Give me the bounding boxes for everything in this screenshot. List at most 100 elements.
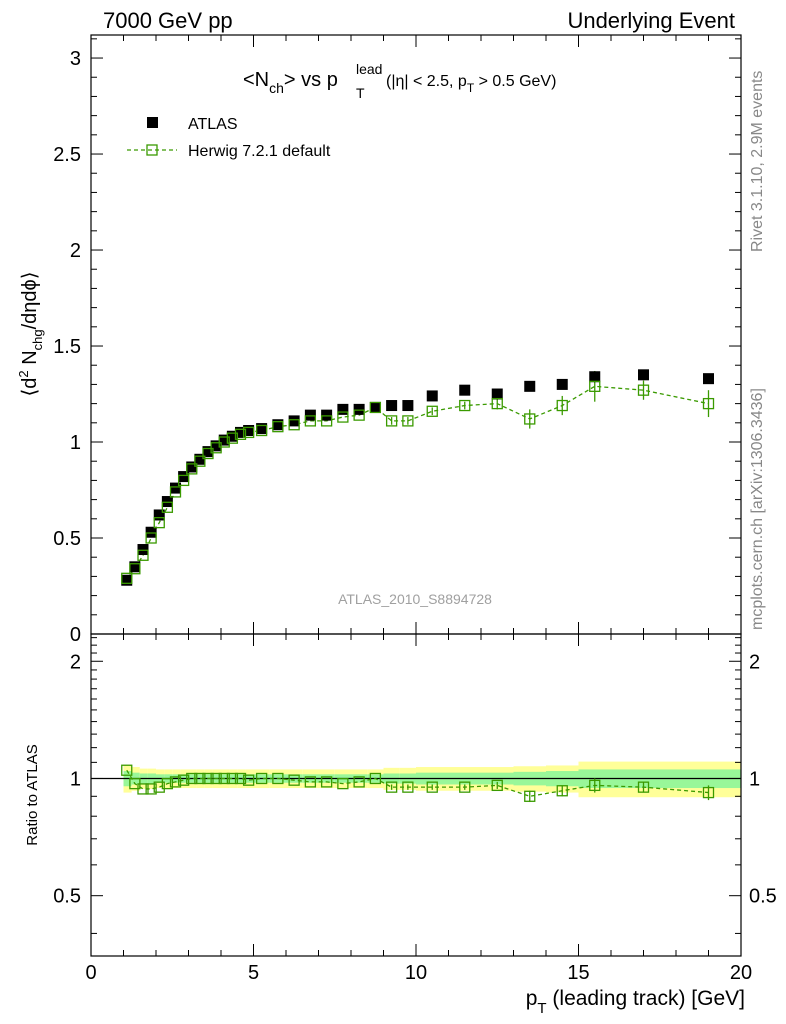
herwig-point bbox=[129, 563, 141, 575]
ratio-herwig-point bbox=[589, 779, 601, 792]
atlas-point bbox=[202, 446, 214, 458]
x-tick-label: 10 bbox=[405, 962, 427, 984]
atlas-point bbox=[556, 378, 568, 390]
herwig-point bbox=[702, 397, 715, 410]
herwig-point bbox=[491, 397, 503, 410]
x-axis-label: pT (leading track) [GeV] bbox=[526, 987, 745, 1017]
atlas-point bbox=[288, 415, 300, 427]
atlas-point bbox=[337, 403, 349, 415]
herwig-point bbox=[186, 463, 198, 475]
ratio-herwig-point bbox=[337, 777, 349, 790]
atlas-point bbox=[524, 380, 536, 392]
herwig-point bbox=[637, 384, 650, 396]
ratio-ylabel: Ratio to ATLAS bbox=[24, 744, 41, 845]
atlas-point bbox=[256, 423, 268, 435]
atlas-point bbox=[121, 574, 133, 586]
herwig-line bbox=[126, 385, 709, 579]
atlas-point bbox=[235, 426, 246, 438]
chart-dynamic: 0 5 10 15 20 0 0.5 1 1.5 2 2.5 3 0.5 0.5 1 1 2 2 bbox=[53, 34, 777, 984]
y-tick-label: 2 bbox=[70, 240, 81, 262]
herwig-point bbox=[153, 516, 165, 529]
ratio-y-tick-label: 2 bbox=[70, 651, 81, 673]
xlabel-b: (leading track) [GeV] bbox=[547, 987, 745, 1010]
herwig-point bbox=[272, 421, 284, 433]
herwig-point bbox=[524, 413, 536, 425]
atlas-point bbox=[186, 461, 198, 473]
atlas-point bbox=[218, 434, 230, 446]
herwig-point bbox=[177, 474, 190, 487]
ratio-herwig-point bbox=[226, 772, 239, 785]
ratio-herwig-point bbox=[153, 781, 165, 793]
atlas-point bbox=[491, 388, 503, 400]
ratio-herwig-point bbox=[242, 774, 255, 786]
ylabel-b: N bbox=[19, 350, 41, 370]
atlas-point bbox=[353, 403, 365, 415]
y-tick-label: 1 bbox=[70, 432, 81, 454]
herwig-point bbox=[218, 436, 230, 448]
xlabel-a: p bbox=[526, 987, 538, 1010]
atlas-point bbox=[638, 369, 649, 381]
x-tick-label: 5 bbox=[248, 962, 259, 984]
atlas-point bbox=[178, 471, 190, 483]
ratio-herwig-point bbox=[234, 772, 247, 785]
atlas-point bbox=[161, 496, 173, 508]
atlas-point bbox=[459, 384, 471, 396]
title-sup-lead: lead bbox=[356, 61, 382, 77]
svg-text:<Nch> vs p: <Nch> vs p bbox=[243, 69, 338, 96]
main-ylabel: ⟨d2 Nchg/dηdϕ⟩ bbox=[16, 271, 45, 396]
atlas-point bbox=[226, 430, 238, 442]
mcplots-label: mcplots.cern.ch [arXiv:1306.3436] bbox=[749, 388, 766, 630]
title-cut-a: (|η| < 2.5, p bbox=[386, 73, 467, 90]
ratio-herwig-point bbox=[402, 781, 414, 793]
y-tick-label: 3 bbox=[70, 48, 81, 70]
title-sub-t: T bbox=[356, 85, 365, 101]
atlas-point bbox=[243, 424, 255, 436]
herwig-point bbox=[369, 401, 382, 414]
title-cut-sub: T bbox=[467, 81, 475, 95]
legend-herwig-marker bbox=[146, 144, 158, 156]
herwig-point bbox=[459, 399, 471, 412]
legend-atlas-marker bbox=[147, 117, 158, 128]
ylabel-a: ⟨d bbox=[19, 378, 41, 397]
xlabel-sub: T bbox=[537, 1000, 546, 1017]
ratio-herwig-point bbox=[556, 785, 568, 797]
x-tick-label: 15 bbox=[567, 962, 589, 984]
ratio-herwig-point bbox=[255, 772, 268, 785]
x-tick-label: 0 bbox=[85, 962, 96, 984]
atlas-point bbox=[703, 373, 714, 385]
herwig-point bbox=[304, 415, 317, 427]
svg-text:(|η| < 2.5, pT > 0.5 GeV): (|η| < 2.5, pT > 0.5 GeV) bbox=[386, 73, 556, 95]
atlas-point bbox=[272, 419, 284, 431]
herwig-point bbox=[255, 424, 268, 437]
ratio-herwig-point bbox=[177, 774, 190, 786]
ratio-herwig-point bbox=[524, 790, 536, 802]
herwig-point bbox=[556, 399, 568, 412]
herwig-point bbox=[161, 501, 174, 513]
atlas-point bbox=[153, 509, 165, 521]
ratio-herwig-point bbox=[459, 781, 471, 793]
title-sub-ch: ch bbox=[269, 80, 284, 96]
ratio-herwig-point bbox=[426, 781, 438, 793]
ratio-herwig-point bbox=[161, 777, 174, 790]
ylabel-sup: 2 bbox=[16, 370, 31, 377]
y-tick-label: 1.5 bbox=[53, 336, 81, 358]
ratio-herwig-point bbox=[491, 779, 503, 792]
atlas-point bbox=[369, 401, 381, 413]
ratio-herwig-point bbox=[169, 776, 182, 788]
atlas-point bbox=[194, 453, 206, 465]
atlas-point bbox=[386, 400, 398, 412]
header-right: Underlying Event bbox=[567, 8, 735, 33]
ratio-y-tick-label-right: 0.5 bbox=[749, 886, 777, 908]
herwig-point bbox=[194, 455, 206, 467]
herwig-point bbox=[242, 426, 255, 439]
atlas-point bbox=[145, 526, 157, 538]
ratio-herwig-point bbox=[194, 772, 206, 785]
herwig-point bbox=[145, 532, 157, 544]
rivet-label: Rivet 3.1.10, 2.9M events bbox=[749, 71, 766, 252]
title-cut-b: > 0.5 GeV) bbox=[474, 73, 556, 90]
ratio-y-tick-label-right: 1 bbox=[749, 768, 760, 790]
atlas-point bbox=[129, 561, 141, 573]
ratio-y-tick-label: 1 bbox=[70, 768, 81, 790]
ratio-herwig-point bbox=[186, 772, 198, 785]
herwig-point bbox=[589, 380, 601, 392]
